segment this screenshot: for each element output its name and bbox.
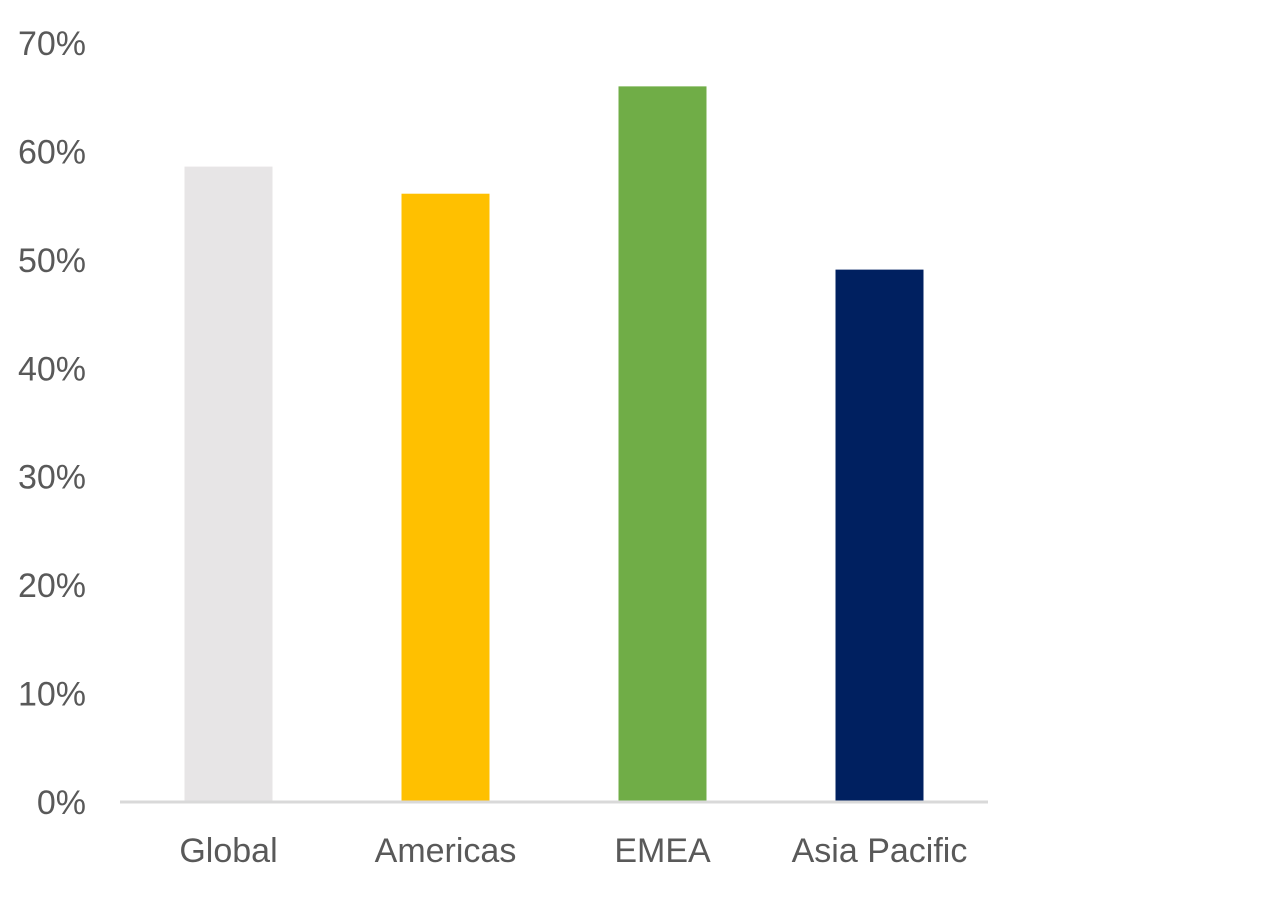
y-tick-label: 60%: [18, 133, 86, 171]
x-axis-category-labels: Global Americas EMEA Asia Pacific: [179, 832, 967, 870]
y-tick-label: 30%: [18, 459, 86, 497]
bar-americas: [401, 193, 490, 803]
y-tick-label: 10%: [18, 676, 86, 714]
y-tick-label: 20%: [18, 567, 86, 605]
x-category-label: EMEA: [614, 832, 711, 870]
x-category-label: Asia Pacific: [792, 832, 968, 870]
bar-emea: [618, 86, 707, 802]
bars: [184, 86, 924, 803]
bar-global: [184, 166, 273, 802]
bar-asia-pacific: [835, 269, 924, 802]
x-category-label: Global: [179, 832, 277, 870]
y-tick-label: 40%: [18, 350, 86, 388]
y-tick-label: 70%: [18, 25, 86, 63]
x-category-label: Americas: [375, 832, 517, 870]
y-tick-label: 50%: [18, 242, 86, 280]
y-tick-label: 0%: [37, 784, 86, 822]
y-axis-tick-labels: 0% 10% 20% 30% 40% 50% 60% 70%: [18, 25, 86, 822]
